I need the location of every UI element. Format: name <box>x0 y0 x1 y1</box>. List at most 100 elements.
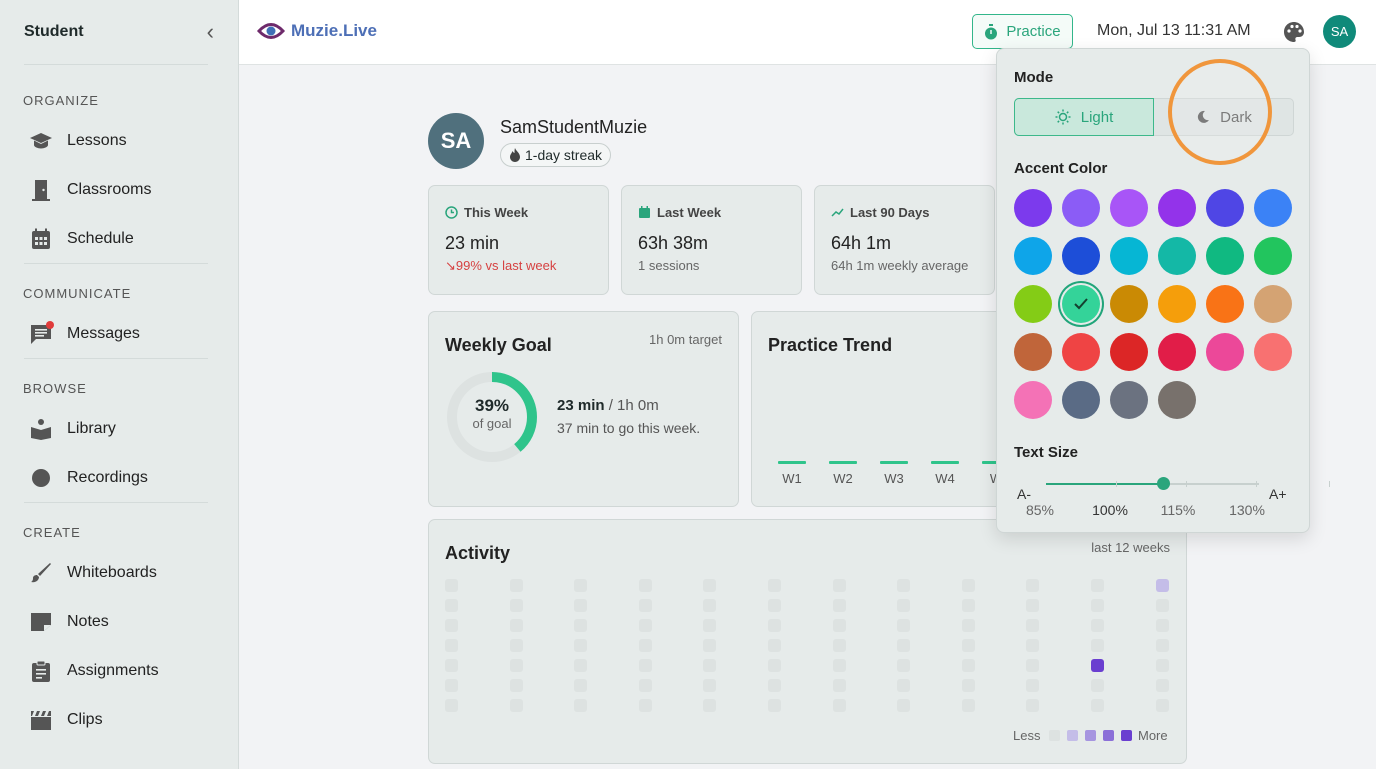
activity-cell[interactable] <box>1155 619 1169 632</box>
activity-cell[interactable] <box>897 659 911 672</box>
activity-cell[interactable] <box>638 579 652 592</box>
activity-cell[interactable] <box>1091 599 1104 612</box>
activity-cell[interactable] <box>638 679 652 692</box>
activity-cell[interactable] <box>703 699 717 712</box>
activity-cell[interactable] <box>445 619 458 632</box>
accent-swatch[interactable] <box>1062 285 1100 323</box>
accent-swatch[interactable] <box>1014 237 1052 275</box>
activity-cell[interactable] <box>832 579 846 592</box>
activity-cell[interactable] <box>1091 679 1104 692</box>
accent-swatch[interactable] <box>1014 381 1052 419</box>
accent-swatch[interactable] <box>1254 333 1292 371</box>
activity-cell[interactable] <box>1026 579 1040 592</box>
activity-cell[interactable] <box>897 699 911 712</box>
activity-cell[interactable] <box>1155 579 1169 592</box>
activity-cell[interactable] <box>509 699 523 712</box>
activity-cell[interactable] <box>509 619 523 632</box>
activity-cell[interactable] <box>1026 599 1040 612</box>
activity-cell[interactable] <box>897 679 911 692</box>
activity-cell[interactable] <box>574 679 588 692</box>
activity-cell[interactable] <box>832 639 846 652</box>
activity-cell[interactable] <box>961 679 975 692</box>
activity-cell[interactable] <box>703 659 717 672</box>
palette-icon[interactable] <box>1283 21 1305 48</box>
activity-cell[interactable] <box>574 579 588 592</box>
activity-cell[interactable] <box>638 599 652 612</box>
light-mode-button[interactable]: Light <box>1014 98 1154 136</box>
text-size-option[interactable]: 100% <box>1092 502 1128 518</box>
text-size-option[interactable]: 85% <box>1025 502 1055 518</box>
activity-cell[interactable] <box>1026 639 1040 652</box>
activity-cell[interactable] <box>832 659 846 672</box>
sidebar-item-library[interactable]: Library <box>0 404 238 453</box>
sidebar-item-messages[interactable]: Messages <box>0 309 238 358</box>
accent-swatch[interactable] <box>1158 237 1196 275</box>
activity-cell[interactable] <box>768 579 781 592</box>
accent-swatch[interactable] <box>1062 189 1100 227</box>
activity-cell[interactable] <box>1155 639 1169 652</box>
accent-swatch[interactable] <box>1014 285 1052 323</box>
activity-cell[interactable] <box>509 579 523 592</box>
accent-swatch[interactable] <box>1062 333 1100 371</box>
collapse-chevron-icon[interactable]: ‹ <box>206 19 214 44</box>
accent-swatch[interactable] <box>1158 285 1196 323</box>
practice-button[interactable]: Practice <box>972 14 1073 49</box>
activity-cell[interactable] <box>638 619 652 632</box>
activity-cell[interactable] <box>832 679 846 692</box>
sidebar-item-lessons[interactable]: Lessons <box>0 116 238 165</box>
activity-cell[interactable] <box>574 699 588 712</box>
sidebar-item-schedule[interactable]: Schedule <box>0 214 238 263</box>
activity-cell[interactable] <box>1091 619 1104 632</box>
activity-cell[interactable] <box>897 579 911 592</box>
activity-cell[interactable] <box>445 599 458 612</box>
activity-cell[interactable] <box>574 599 588 612</box>
accent-swatch[interactable] <box>1206 333 1244 371</box>
activity-cell[interactable] <box>768 599 781 612</box>
sidebar-item-recordings[interactable]: Recordings <box>0 453 238 502</box>
sidebar-item-classrooms[interactable]: Classrooms <box>0 165 238 214</box>
activity-cell[interactable] <box>445 699 458 712</box>
activity-cell[interactable] <box>961 579 975 592</box>
accent-swatch[interactable] <box>1110 189 1148 227</box>
activity-cell[interactable] <box>1155 679 1169 692</box>
text-size-option[interactable]: 130% <box>1229 502 1265 518</box>
activity-cell[interactable] <box>768 699 781 712</box>
accent-swatch[interactable] <box>1158 189 1196 227</box>
accent-swatch[interactable] <box>1206 189 1244 227</box>
activity-cell[interactable] <box>574 639 588 652</box>
accent-swatch[interactable] <box>1110 237 1148 275</box>
activity-cell[interactable] <box>1091 579 1104 592</box>
activity-cell[interactable] <box>638 699 652 712</box>
activity-cell[interactable] <box>703 639 717 652</box>
activity-cell[interactable] <box>832 619 846 632</box>
activity-cell[interactable] <box>961 699 975 712</box>
activity-cell[interactable] <box>832 699 846 712</box>
activity-cell[interactable] <box>445 639 458 652</box>
activity-cell[interactable] <box>768 659 781 672</box>
activity-cell[interactable] <box>1155 599 1169 612</box>
activity-cell[interactable] <box>961 639 975 652</box>
accent-swatch[interactable] <box>1062 381 1100 419</box>
sidebar-item-clips[interactable]: Clips <box>0 695 238 744</box>
activity-cell[interactable] <box>1091 659 1104 672</box>
accent-swatch[interactable] <box>1110 381 1148 419</box>
activity-cell[interactable] <box>768 619 781 632</box>
text-size-option[interactable]: 115% <box>1160 502 1196 518</box>
sidebar-item-whiteboards[interactable]: Whiteboards <box>0 548 238 597</box>
activity-cell[interactable] <box>1091 699 1104 712</box>
activity-cell[interactable] <box>638 639 652 652</box>
activity-cell[interactable] <box>1026 699 1040 712</box>
activity-cell[interactable] <box>1155 659 1169 672</box>
activity-cell[interactable] <box>832 599 846 612</box>
activity-cell[interactable] <box>703 679 717 692</box>
activity-cell[interactable] <box>703 599 717 612</box>
activity-cell[interactable] <box>445 579 458 592</box>
activity-cell[interactable] <box>768 639 781 652</box>
accent-swatch[interactable] <box>1254 189 1292 227</box>
activity-cell[interactable] <box>509 599 523 612</box>
activity-cell[interactable] <box>961 619 975 632</box>
activity-cell[interactable] <box>768 679 781 692</box>
activity-cell[interactable] <box>574 659 588 672</box>
accent-swatch[interactable] <box>1014 189 1052 227</box>
activity-cell[interactable] <box>703 619 717 632</box>
